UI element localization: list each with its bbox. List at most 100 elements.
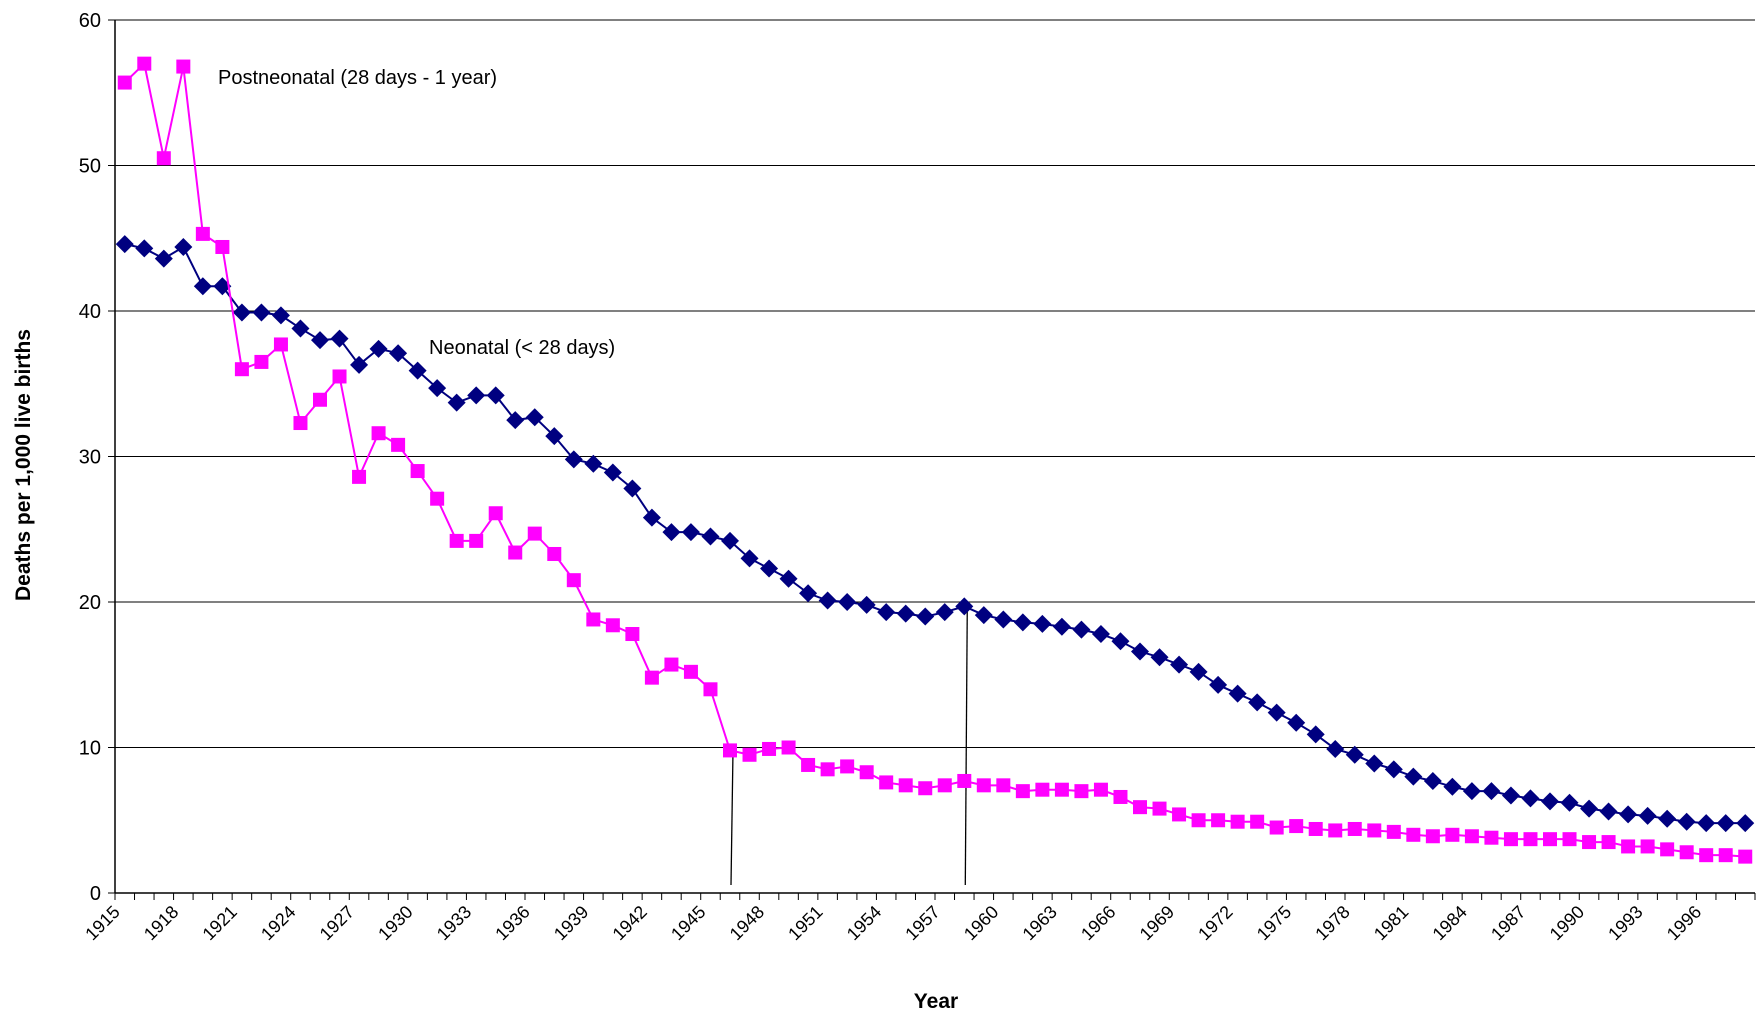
- point: [799, 584, 818, 603]
- series-line: [124, 61, 1746, 858]
- point: [293, 416, 308, 431]
- point: [137, 56, 152, 71]
- point: [916, 607, 935, 626]
- x-tick-label: 1963: [1019, 902, 1061, 944]
- point: [642, 508, 661, 527]
- point: [1384, 760, 1403, 779]
- reference-line: [964, 606, 968, 886]
- point: [801, 757, 816, 772]
- x-tick-label: 1930: [374, 902, 416, 944]
- point: [1716, 814, 1735, 833]
- point: [877, 603, 896, 622]
- point: [857, 595, 876, 614]
- point: [1267, 703, 1286, 722]
- point: [1541, 792, 1559, 811]
- point: [1580, 799, 1599, 818]
- x-tick-label: 1978: [1311, 902, 1353, 944]
- point: [664, 657, 679, 672]
- point: [195, 226, 210, 241]
- point: [681, 523, 700, 542]
- point: [955, 597, 974, 616]
- point: [1404, 767, 1423, 786]
- point: [1308, 821, 1323, 836]
- point: [1033, 614, 1052, 633]
- x-tick-label: 1921: [199, 902, 241, 944]
- x-tick-label: 1972: [1194, 902, 1236, 944]
- point: [1345, 745, 1364, 764]
- point: [1562, 832, 1577, 847]
- point: [703, 682, 718, 697]
- point: [838, 593, 857, 611]
- point: [176, 59, 191, 74]
- x-tick-label: 1933: [433, 902, 475, 944]
- point: [1269, 820, 1284, 835]
- point: [1699, 848, 1714, 863]
- point: [469, 533, 484, 548]
- point: [1582, 835, 1597, 850]
- point: [1072, 620, 1091, 639]
- point: [1248, 693, 1267, 712]
- point: [311, 331, 329, 350]
- point: [1621, 839, 1636, 854]
- point: [1484, 830, 1499, 845]
- point: [1503, 832, 1518, 847]
- point: [527, 526, 542, 541]
- point: [1054, 782, 1069, 797]
- point: [428, 379, 447, 398]
- point: [1679, 845, 1694, 860]
- point: [1189, 662, 1208, 681]
- point: [781, 740, 796, 755]
- point: [449, 533, 464, 548]
- point: [1091, 625, 1110, 644]
- point: [1599, 802, 1618, 821]
- point: [937, 778, 952, 793]
- point: [252, 303, 271, 322]
- point: [1462, 782, 1481, 801]
- point: [740, 549, 759, 568]
- point: [1543, 832, 1557, 847]
- point: [935, 603, 954, 622]
- point: [683, 664, 698, 679]
- point: [1443, 777, 1462, 796]
- point: [762, 741, 777, 756]
- point: [1328, 823, 1343, 838]
- point: [1209, 675, 1228, 694]
- point: [994, 610, 1013, 629]
- point: [391, 437, 406, 452]
- point: [330, 329, 349, 348]
- point: [1035, 782, 1050, 797]
- x-axis-title: Year: [914, 990, 958, 1013]
- point: [586, 612, 601, 627]
- point: [1170, 655, 1189, 674]
- point: [1347, 821, 1362, 836]
- point: [1425, 829, 1440, 844]
- point: [779, 569, 798, 588]
- point: [976, 778, 991, 793]
- x-tick-label: 1948: [726, 902, 768, 944]
- point: [547, 546, 562, 561]
- point: [271, 306, 290, 325]
- x-tick-label: 1927: [316, 902, 358, 944]
- point: [291, 319, 310, 338]
- annotation: Neonatal (< 28 days): [429, 337, 615, 359]
- point: [605, 618, 620, 633]
- point: [352, 469, 367, 484]
- point: [1445, 827, 1460, 842]
- point: [115, 235, 134, 254]
- point: [1367, 823, 1382, 838]
- point: [974, 606, 993, 625]
- point: [1601, 835, 1616, 850]
- point: [820, 762, 835, 777]
- point: [1501, 786, 1520, 805]
- point: [1677, 812, 1696, 831]
- x-tick-label: 1945: [667, 902, 709, 944]
- point: [174, 237, 193, 256]
- point: [371, 426, 386, 441]
- point: [566, 573, 581, 588]
- point: [234, 362, 249, 377]
- point: [742, 747, 757, 762]
- point: [818, 591, 837, 610]
- y-tick-label: 10: [79, 738, 101, 760]
- point: [1482, 782, 1501, 801]
